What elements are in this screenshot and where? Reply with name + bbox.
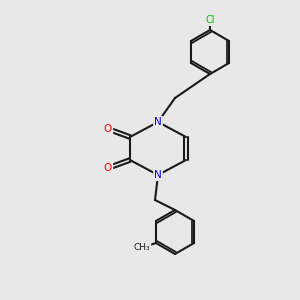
Text: N: N	[154, 117, 162, 127]
Text: O: O	[104, 124, 112, 134]
Text: Cl: Cl	[205, 15, 215, 25]
Text: CH₃: CH₃	[134, 242, 150, 251]
Text: N: N	[154, 170, 162, 180]
Text: O: O	[104, 163, 112, 173]
